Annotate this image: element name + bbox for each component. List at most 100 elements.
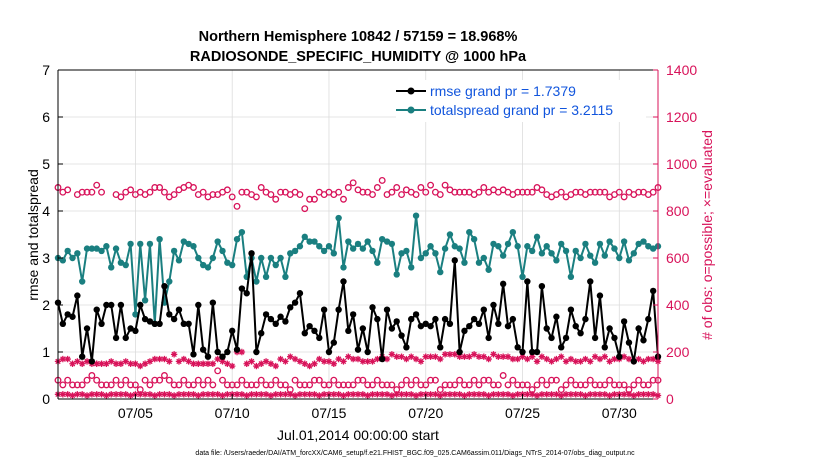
obs-possible-marker xyxy=(78,188,86,196)
obs-possible-marker xyxy=(393,184,401,191)
obs-evaluated-marker xyxy=(533,392,541,399)
obs-possible-marker xyxy=(272,195,280,203)
totalspread-point xyxy=(287,250,294,257)
rmse-point xyxy=(514,344,521,351)
obs-possible-marker xyxy=(548,376,555,384)
obs-possible-marker xyxy=(199,381,207,389)
totalspread-point xyxy=(441,245,449,252)
obs-possible-marker xyxy=(277,188,285,196)
rmse-point xyxy=(88,358,96,365)
obs-evaluated-marker xyxy=(185,391,192,398)
obs-possible-marker xyxy=(359,188,367,196)
y-tick-label-right: 200 xyxy=(666,344,690,360)
rmse-point xyxy=(572,322,579,330)
obs-possible-marker xyxy=(190,184,197,191)
rmse-point xyxy=(495,320,502,327)
rmse-point xyxy=(117,301,125,309)
obs-evaluated-marker xyxy=(345,353,352,360)
rmse-point xyxy=(519,348,526,356)
obs-evaluated-marker xyxy=(388,351,396,358)
rmse-point xyxy=(330,339,338,346)
obs-possible-marker xyxy=(83,188,91,196)
obs-possible-marker xyxy=(64,376,72,384)
totalspread-point xyxy=(601,252,608,259)
totalspread-point xyxy=(349,245,357,252)
obs-possible-marker xyxy=(185,381,193,389)
obs-possible-marker xyxy=(88,372,96,379)
obs-possible-marker xyxy=(630,381,638,389)
obs-evaluated-marker xyxy=(548,391,555,398)
obs-possible-marker xyxy=(523,381,531,389)
obs-possible-marker xyxy=(369,381,376,389)
obs-evaluated-marker xyxy=(577,391,584,398)
obs-possible-marker xyxy=(586,188,594,196)
obs-evaluated-marker xyxy=(485,355,492,363)
rmse-point xyxy=(122,334,129,342)
rmse-point xyxy=(553,313,560,320)
rmse-point xyxy=(345,327,352,335)
obs-evaluated-marker xyxy=(475,391,483,398)
totalspread-point xyxy=(175,257,183,264)
obs-evaluated-marker xyxy=(596,391,604,398)
totalspread-point xyxy=(437,268,444,276)
totalspread-point xyxy=(316,243,323,250)
obs-possible-marker xyxy=(528,188,536,196)
rmse-point xyxy=(233,346,241,353)
obs-evaluated-marker xyxy=(166,358,173,365)
obs-possible-marker xyxy=(127,381,135,389)
obs-evaluated-marker xyxy=(587,391,594,398)
obs-evaluated-marker xyxy=(446,351,454,358)
obs-possible-marker xyxy=(480,376,488,384)
obs-evaluated-marker xyxy=(504,353,512,360)
totalspread-point xyxy=(306,238,313,245)
totalspread-point xyxy=(446,231,454,238)
totalspread-point xyxy=(238,228,246,236)
rmse-point xyxy=(354,346,362,353)
obs-possible-marker xyxy=(277,381,285,389)
obs-evaluated-marker xyxy=(64,355,71,363)
y-axis-label-left: rmse and totalspread xyxy=(25,169,41,301)
rmse-point xyxy=(611,334,618,342)
totalspread-point xyxy=(219,247,226,255)
obs-possible-marker xyxy=(431,376,439,384)
rmse-point xyxy=(475,320,483,327)
obs-possible-marker xyxy=(635,376,643,384)
obs-evaluated-marker xyxy=(132,360,139,367)
obs-evaluated-marker xyxy=(199,360,207,367)
chart-subtitle: RADIOSONDE_SPECIFIC_HUMIDITY @ 1000 hPa xyxy=(190,49,527,65)
obs-evaluated-marker xyxy=(649,391,657,398)
obs-possible-marker xyxy=(456,188,464,196)
obs-evaluated-marker xyxy=(596,355,604,363)
y-tick-label-left: 3 xyxy=(42,250,50,266)
obs-possible-marker xyxy=(248,381,255,389)
totalspread-point xyxy=(393,271,400,278)
obs-evaluated-marker xyxy=(548,358,555,365)
obs-evaluated-marker xyxy=(161,355,168,363)
rmse-point xyxy=(509,315,517,323)
rmse-point xyxy=(403,344,410,351)
obs-possible-marker xyxy=(640,381,647,389)
totalspread-point xyxy=(470,236,478,243)
totalspread-point xyxy=(233,236,241,243)
obs-evaluated-marker xyxy=(272,391,279,398)
obs-evaluated-marker xyxy=(582,355,589,363)
obs-evaluated-marker xyxy=(461,392,468,399)
obs-evaluated-marker xyxy=(195,360,202,367)
obs-evaluated-marker xyxy=(224,360,231,367)
totalspread-point xyxy=(649,245,657,252)
obs-evaluated-marker xyxy=(601,353,608,360)
obs-possible-marker xyxy=(335,188,343,196)
obs-possible-marker xyxy=(194,376,202,384)
totalspread-point xyxy=(117,259,125,266)
obs-evaluated-marker xyxy=(180,391,188,398)
obs-evaluated-marker xyxy=(151,392,158,399)
obs-evaluated-marker xyxy=(282,391,289,398)
obs-possible-marker xyxy=(306,381,314,389)
obs-possible-marker xyxy=(538,376,546,384)
y-tick-label-left: 1 xyxy=(42,344,50,360)
totalspread-point xyxy=(490,240,497,248)
obs-possible-marker xyxy=(214,367,222,375)
rmse-point xyxy=(320,306,328,313)
rmse-point xyxy=(180,320,188,327)
obs-evaluated-marker xyxy=(456,353,463,360)
